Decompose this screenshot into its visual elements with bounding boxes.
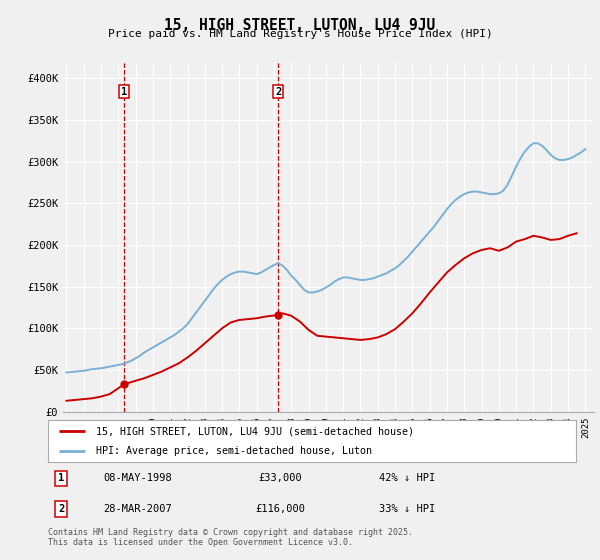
Text: 2: 2 (58, 504, 64, 514)
Text: £33,000: £33,000 (259, 473, 302, 483)
Text: 08-MAY-1998: 08-MAY-1998 (103, 473, 172, 483)
Text: HPI: Average price, semi-detached house, Luton: HPI: Average price, semi-detached house,… (95, 446, 371, 456)
Text: £116,000: £116,000 (256, 504, 305, 514)
Text: 1: 1 (58, 473, 64, 483)
Text: 1: 1 (121, 87, 128, 97)
Text: 15, HIGH STREET, LUTON, LU4 9JU (semi-detached house): 15, HIGH STREET, LUTON, LU4 9JU (semi-de… (95, 426, 413, 436)
Text: 2: 2 (275, 87, 281, 97)
Text: Contains HM Land Registry data © Crown copyright and database right 2025.
This d: Contains HM Land Registry data © Crown c… (48, 528, 413, 547)
Text: 15, HIGH STREET, LUTON, LU4 9JU: 15, HIGH STREET, LUTON, LU4 9JU (164, 18, 436, 33)
Text: 42% ↓ HPI: 42% ↓ HPI (379, 473, 435, 483)
Text: Price paid vs. HM Land Registry's House Price Index (HPI): Price paid vs. HM Land Registry's House … (107, 29, 493, 39)
Text: 28-MAR-2007: 28-MAR-2007 (103, 504, 172, 514)
Text: 33% ↓ HPI: 33% ↓ HPI (379, 504, 435, 514)
